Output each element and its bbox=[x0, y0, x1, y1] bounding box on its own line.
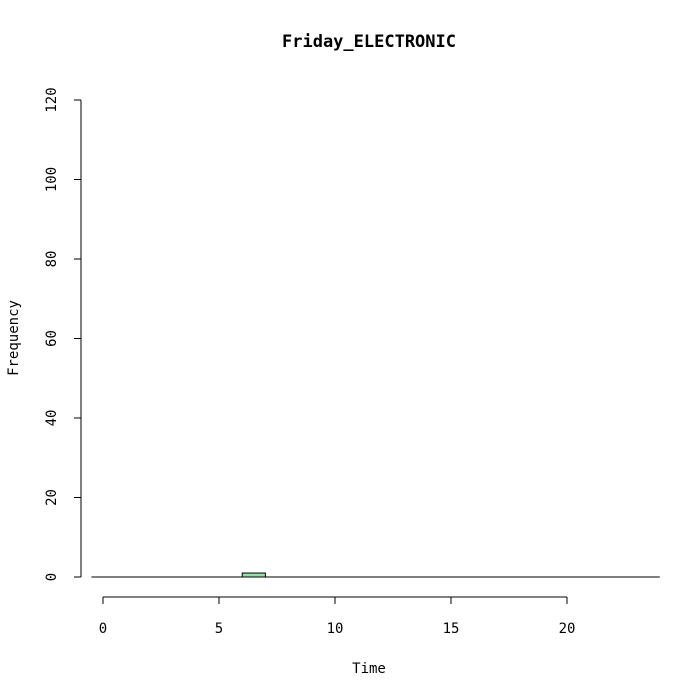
y-axis: 0 20 40 60 80 100 120 bbox=[44, 87, 82, 581]
x-tick-label: 20 bbox=[559, 621, 576, 637]
bars bbox=[241, 572, 266, 578]
bar bbox=[241, 572, 266, 578]
y-tick-label: 100 bbox=[44, 167, 60, 192]
x-tick-label: 15 bbox=[443, 621, 460, 637]
x-tick-label: 0 bbox=[99, 621, 107, 637]
y-tick-label: 80 bbox=[44, 251, 60, 268]
x-axis-title: Time bbox=[352, 661, 386, 677]
y-tick-label: 20 bbox=[44, 489, 60, 506]
x-tick-label: 10 bbox=[327, 621, 344, 637]
x-tick-label: 5 bbox=[215, 621, 223, 637]
x-axis: 0 5 10 15 20 bbox=[99, 596, 576, 637]
y-tick-label: 60 bbox=[44, 330, 60, 347]
y-axis-title: Frequency bbox=[6, 300, 22, 376]
chart-title: Friday_ELECTRONIC bbox=[282, 32, 456, 52]
y-tick-label: 120 bbox=[44, 87, 60, 112]
y-tick-label: 40 bbox=[44, 410, 60, 427]
y-tick-label: 0 bbox=[44, 573, 60, 581]
